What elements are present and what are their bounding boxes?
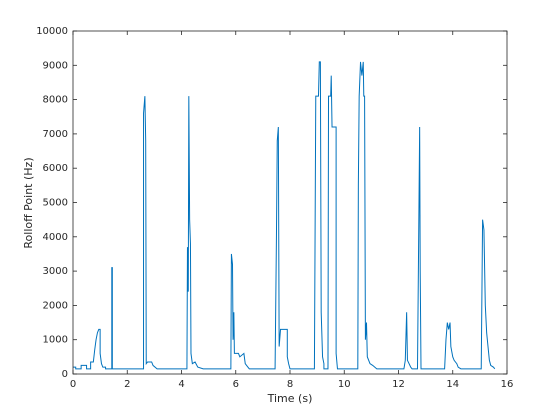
y-tick-label: 4000 — [43, 232, 68, 243]
y-tick-label: 2000 — [43, 300, 68, 311]
plot-area — [73, 31, 507, 374]
x-tick-label: 4 — [178, 379, 184, 390]
x-tick-label: 2 — [124, 379, 130, 390]
y-tick-label: 10000 — [36, 26, 68, 37]
y-tick-label: 7000 — [43, 129, 68, 140]
y-axis-label: Rolloff Point (Hz) — [22, 157, 35, 248]
x-tick-label: 0 — [70, 379, 76, 390]
y-tick-label: 6000 — [43, 163, 68, 174]
y-tick-label: 9000 — [43, 60, 68, 71]
x-tick-label: 16 — [501, 379, 514, 390]
y-tick-label: 0 — [62, 369, 68, 380]
x-axis-label: Time (s) — [267, 392, 313, 405]
y-tick-label: 8000 — [43, 95, 68, 106]
x-tick-label: 12 — [392, 379, 405, 390]
x-tick-label: 14 — [446, 379, 459, 390]
y-tick-label: 5000 — [43, 198, 68, 209]
data-line — [73, 61, 496, 370]
x-tick-label: 8 — [287, 379, 293, 390]
y-tick-label: 3000 — [43, 266, 68, 277]
x-tick-label: 10 — [338, 379, 351, 390]
x-tick-label: 6 — [233, 379, 239, 390]
y-tick-label: 1000 — [43, 335, 68, 346]
